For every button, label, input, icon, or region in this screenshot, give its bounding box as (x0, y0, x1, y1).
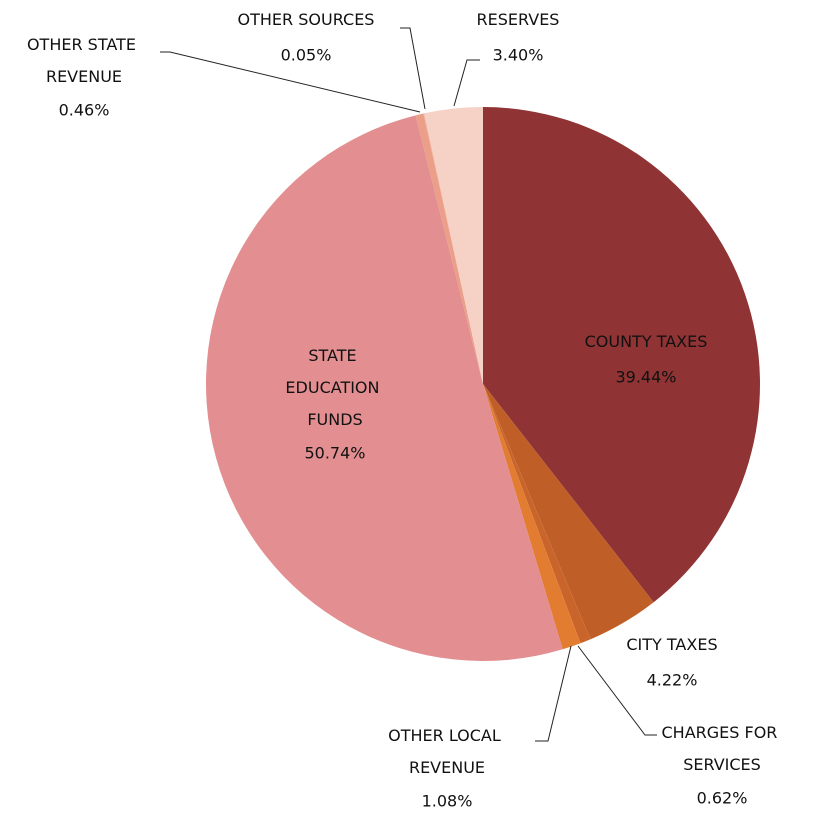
label-line: SERVICES (683, 755, 761, 774)
value-label: 1.08% (422, 792, 473, 811)
value-label: 0.62% (697, 789, 748, 808)
category-label: CHARGES FOR SERVICES (661, 723, 782, 774)
pie-slice (483, 107, 760, 603)
label-line: STATE (308, 346, 361, 365)
pie-slice (483, 384, 591, 644)
category-label: OTHER SOURCES (238, 10, 375, 29)
category-label: RESERVES (477, 10, 560, 29)
label-line: REVENUE (46, 67, 122, 86)
label-line: OTHER LOCAL (388, 726, 506, 745)
value-label: 0.05% (281, 46, 332, 65)
category-label: CITY TAXES (626, 635, 717, 654)
label-line: REVENUE (409, 758, 485, 777)
pie-slice (205, 115, 563, 662)
pie-slice (415, 113, 483, 385)
label-line: CHARGES FOR (661, 723, 782, 742)
leader-line (577, 645, 657, 736)
label-line: OTHER STATE (27, 35, 141, 54)
pie-slice (424, 107, 483, 384)
label-line: FUNDS (307, 410, 362, 429)
label-line: EDUCATION (285, 378, 384, 397)
value-label: 3.40% (493, 46, 544, 65)
value-label: 39.44% (615, 368, 676, 387)
category-label: STATE EDUCATION FUNDS (285, 346, 384, 429)
leader-line (160, 51, 421, 113)
category-label: OTHER STATE REVENUE (27, 35, 141, 86)
pie-slice (423, 113, 483, 385)
leader-line (400, 27, 426, 110)
label-line: CITY TAXES (626, 635, 717, 654)
leader-line (535, 645, 572, 742)
pie-slice (483, 384, 581, 650)
label-line: COUNTY TAXES (585, 332, 708, 351)
label-line: RESERVES (477, 10, 560, 29)
value-label: 50.74% (304, 444, 365, 463)
value-label: 0.46% (59, 101, 110, 120)
leader-line (453, 59, 480, 107)
pie-slice (483, 384, 654, 640)
label-line: OTHER SOURCES (238, 10, 375, 29)
category-label: COUNTY TAXES (585, 332, 708, 351)
value-label: 4.22% (647, 671, 698, 690)
category-label: OTHER LOCAL REVENUE (388, 726, 506, 777)
